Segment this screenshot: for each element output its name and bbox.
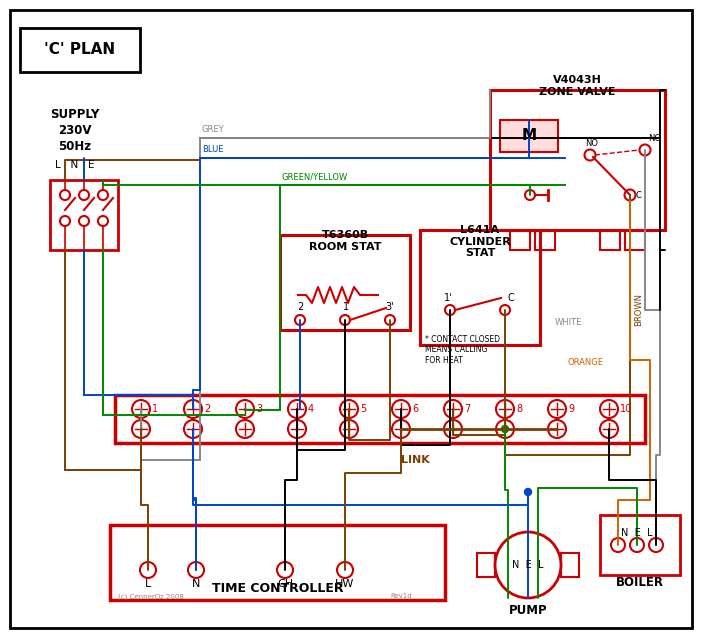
Text: ORANGE: ORANGE — [567, 358, 603, 367]
Bar — [490, 90, 665, 230]
Text: V4043H
ZONE VALVE: V4043H ZONE VALVE — [539, 75, 616, 97]
Bar — [600, 230, 620, 250]
Text: L: L — [145, 579, 151, 589]
Text: 1: 1 — [152, 404, 158, 414]
Text: 50Hz: 50Hz — [58, 140, 91, 153]
Text: WHITE: WHITE — [555, 318, 583, 327]
Text: L   N   E: L N E — [55, 160, 95, 170]
Bar — [110, 525, 445, 600]
Bar — [50, 180, 118, 250]
Bar — [420, 230, 540, 345]
Bar — [535, 230, 555, 250]
Text: 3: 3 — [256, 404, 262, 414]
Text: PUMP: PUMP — [509, 603, 548, 617]
Text: 9: 9 — [568, 404, 574, 414]
Text: M: M — [522, 128, 536, 144]
Text: 3': 3' — [385, 302, 394, 312]
Text: (c) CennerOz 2008: (c) CennerOz 2008 — [118, 593, 184, 599]
Bar — [510, 230, 530, 250]
Text: GREY: GREY — [202, 125, 225, 134]
Text: BROWN: BROWN — [634, 294, 643, 326]
Text: N  E  L: N E L — [512, 560, 544, 570]
Text: Rev1d: Rev1d — [390, 593, 411, 599]
Text: 'C' PLAN: 'C' PLAN — [44, 42, 116, 58]
Text: * CONTACT CLOSED
MEANS CALLING
FOR HEAT: * CONTACT CLOSED MEANS CALLING FOR HEAT — [425, 335, 500, 365]
Circle shape — [524, 488, 531, 495]
Text: T6360B
ROOM STAT: T6360B ROOM STAT — [309, 230, 381, 252]
Text: BLUE: BLUE — [202, 145, 223, 154]
Bar — [561, 553, 579, 577]
Text: NC: NC — [648, 134, 661, 143]
Text: GREEN/YELLOW: GREEN/YELLOW — [282, 172, 348, 181]
Text: 8: 8 — [516, 404, 522, 414]
Text: 6: 6 — [412, 404, 418, 414]
Text: LINK: LINK — [401, 455, 430, 465]
Text: 10: 10 — [620, 404, 633, 414]
Text: 2: 2 — [297, 302, 303, 312]
Text: 4: 4 — [308, 404, 314, 414]
Text: 1: 1 — [343, 302, 349, 312]
Text: 2: 2 — [204, 404, 211, 414]
Text: 230V: 230V — [58, 124, 92, 138]
Bar — [600, 515, 680, 575]
Text: HW: HW — [336, 579, 355, 589]
Text: TIME CONTROLLER: TIME CONTROLLER — [212, 581, 343, 594]
Text: CH: CH — [277, 579, 293, 589]
Circle shape — [501, 426, 508, 433]
Text: N  E  L: N E L — [621, 528, 653, 538]
Bar — [20, 28, 140, 72]
Bar — [625, 230, 645, 250]
Text: C: C — [636, 190, 642, 199]
Text: N: N — [192, 579, 200, 589]
Text: NO: NO — [585, 139, 598, 148]
Text: 5: 5 — [360, 404, 366, 414]
Text: BOILER: BOILER — [616, 576, 664, 590]
Text: 1': 1' — [444, 293, 453, 303]
Text: SUPPLY: SUPPLY — [51, 108, 100, 122]
Bar — [115, 395, 645, 443]
Bar — [500, 120, 558, 152]
Text: C: C — [508, 293, 515, 303]
Bar — [477, 553, 495, 577]
Text: L641A
CYLINDER
STAT: L641A CYLINDER STAT — [449, 225, 511, 258]
Bar — [280, 235, 410, 330]
Text: 7: 7 — [464, 404, 470, 414]
